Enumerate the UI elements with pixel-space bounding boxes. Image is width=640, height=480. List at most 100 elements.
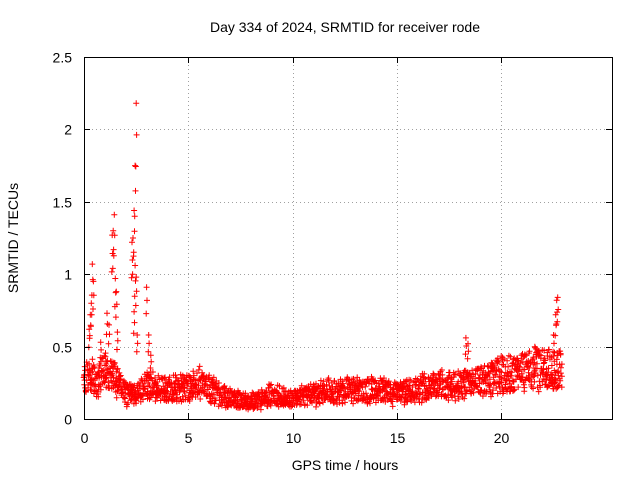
data-point <box>387 381 394 388</box>
data-point <box>111 360 118 366</box>
y-axis-title: SRMTID / TECUs <box>5 183 21 293</box>
data-point <box>494 355 501 362</box>
data-point <box>525 369 532 376</box>
data-point <box>88 311 95 318</box>
data-point <box>194 370 200 377</box>
data-point <box>557 364 564 371</box>
data-point <box>147 394 154 401</box>
data-point <box>102 350 109 357</box>
data-point <box>190 372 197 379</box>
data-point <box>133 394 140 401</box>
data-point <box>210 374 217 381</box>
data-point <box>82 388 89 394</box>
data-point <box>558 373 565 380</box>
data-point <box>363 390 369 397</box>
data-point <box>132 262 139 269</box>
data-point <box>537 384 544 391</box>
data-point <box>204 382 211 389</box>
data-point <box>502 381 509 388</box>
grid <box>84 57 612 419</box>
data-point <box>195 382 202 389</box>
data-point <box>536 348 542 354</box>
data-point <box>552 332 559 339</box>
data-point <box>486 384 493 391</box>
data-point <box>514 357 521 364</box>
data-point <box>89 356 96 363</box>
data-point <box>493 385 500 391</box>
data-point <box>108 268 115 275</box>
data-point <box>488 393 494 400</box>
data-point <box>155 372 162 379</box>
data-point <box>340 380 346 387</box>
data-point <box>511 387 517 394</box>
data-point <box>536 351 543 358</box>
data-point <box>542 357 549 364</box>
data-point <box>113 288 120 295</box>
data-point <box>104 310 110 317</box>
data-point <box>402 391 408 398</box>
data-point <box>362 383 369 390</box>
data-point <box>145 348 152 355</box>
data-point <box>479 393 486 400</box>
data-point <box>356 388 363 395</box>
data-point <box>130 249 137 256</box>
data-point <box>407 377 414 384</box>
data-point <box>474 384 481 391</box>
data-point <box>317 377 324 384</box>
x-tick-label: 15 <box>390 430 406 446</box>
data-point <box>89 376 95 383</box>
data-point <box>117 372 124 379</box>
data-point <box>114 365 121 372</box>
data-point <box>555 306 562 313</box>
data-point <box>101 352 108 359</box>
data-point <box>147 365 154 371</box>
data-point <box>129 239 135 246</box>
data-point <box>449 394 456 401</box>
data-point <box>113 394 120 401</box>
data-point <box>267 382 274 389</box>
data-point <box>152 398 159 405</box>
data-point <box>105 340 112 347</box>
x-tick-label: 20 <box>494 430 510 446</box>
data-point <box>132 163 139 170</box>
data-point <box>138 393 145 400</box>
data-point <box>210 391 217 398</box>
data-point <box>112 275 119 282</box>
data-point <box>132 277 139 284</box>
data-points <box>80 100 565 413</box>
data-point <box>131 228 138 235</box>
data-point <box>143 284 150 291</box>
data-point <box>140 396 146 403</box>
data-point <box>461 395 468 402</box>
data-point <box>117 373 123 380</box>
data-point <box>131 207 138 214</box>
data-point <box>557 377 564 384</box>
data-point <box>315 395 322 402</box>
data-point <box>437 375 443 382</box>
data-point <box>86 360 93 367</box>
data-point <box>131 308 138 315</box>
data-point <box>98 346 105 353</box>
data-point <box>97 354 104 361</box>
data-point <box>504 357 511 364</box>
data-point <box>132 302 139 309</box>
data-point <box>132 162 139 169</box>
data-point <box>418 399 425 406</box>
data-point <box>134 332 141 338</box>
data-point <box>300 392 307 399</box>
data-point <box>487 381 494 388</box>
data-point <box>267 402 274 409</box>
data-point <box>162 387 169 394</box>
y-tick-label: 2 <box>64 122 72 138</box>
data-point <box>541 347 548 354</box>
data-point <box>161 375 167 382</box>
data-point <box>110 246 117 253</box>
data-point <box>89 368 96 375</box>
data-point <box>181 388 188 395</box>
data-point <box>375 393 381 400</box>
data-point <box>148 358 155 365</box>
data-point <box>436 385 443 392</box>
data-point <box>544 383 551 390</box>
data-point <box>112 314 119 321</box>
data-point <box>86 332 93 339</box>
